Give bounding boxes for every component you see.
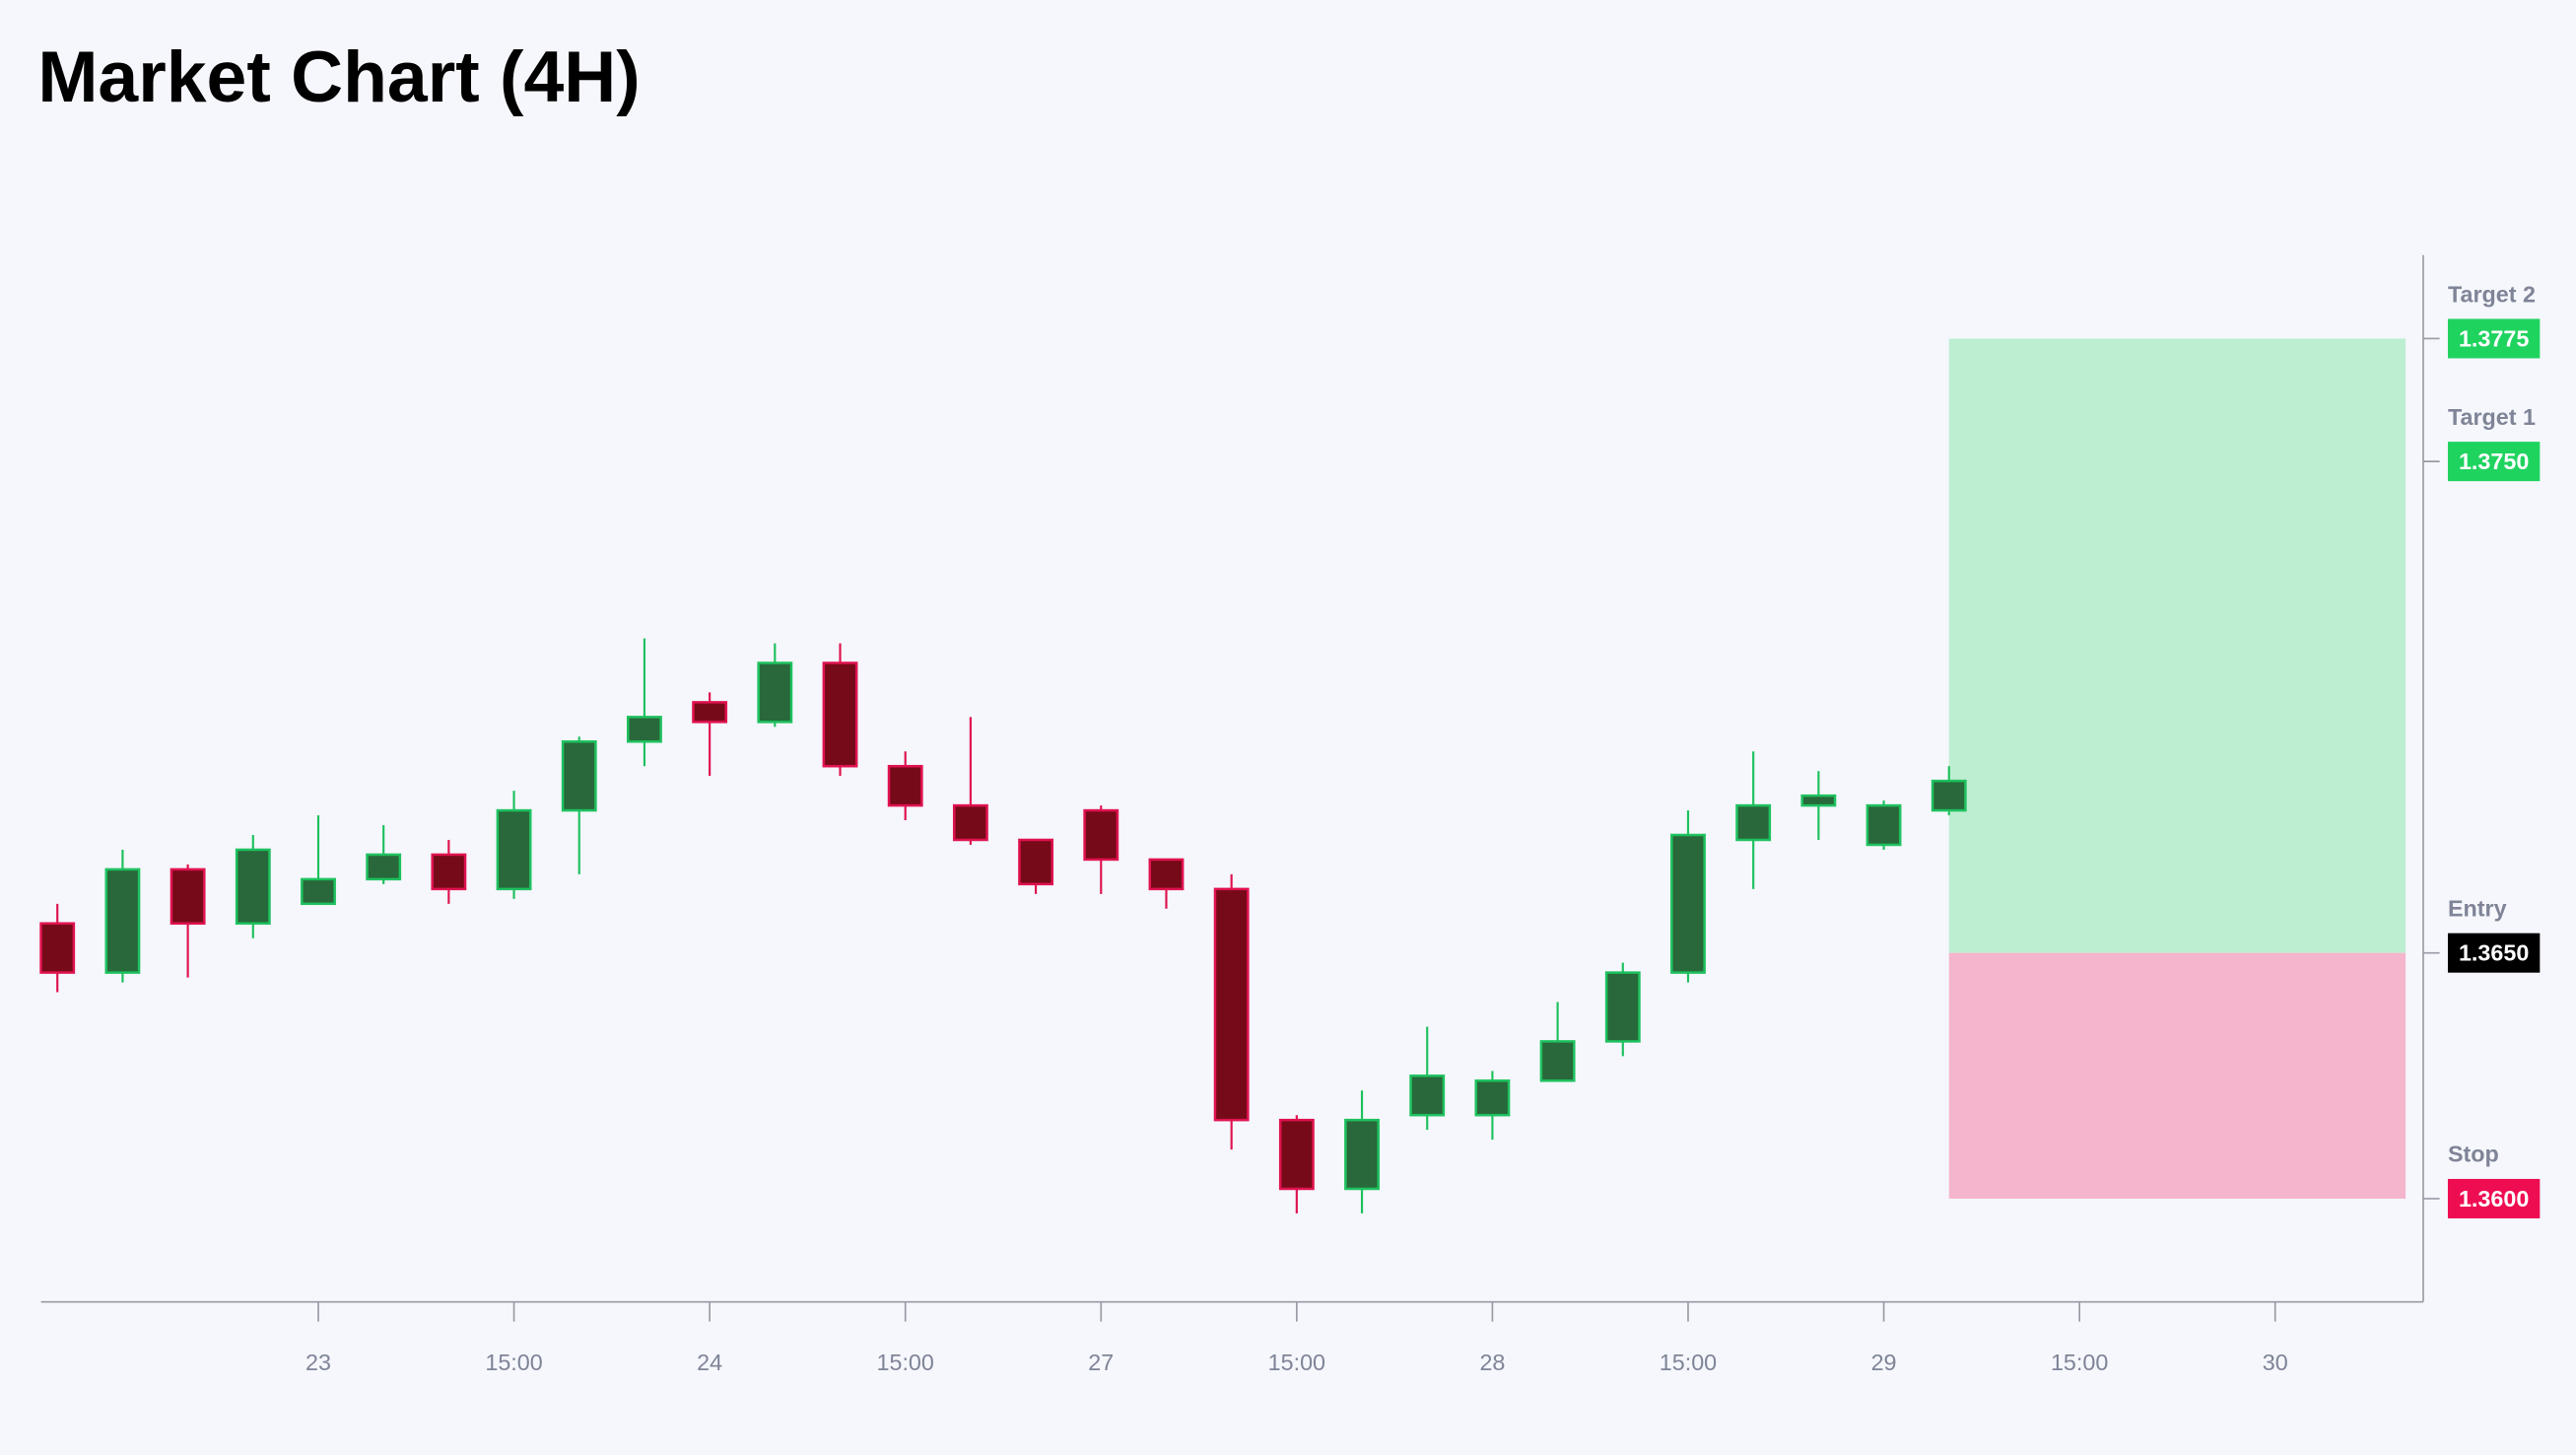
level-price: 1.3600 [2459, 1186, 2529, 1212]
candle-body [496, 808, 532, 891]
level-badge [2447, 933, 2541, 973]
chart-title: Market Chart (4H) [37, 36, 640, 117]
candle-body [1539, 1040, 1576, 1082]
level-price: 1.3750 [2459, 449, 2529, 474]
x-tick-label: 15:00 [1268, 1350, 1325, 1375]
candle-body [301, 877, 336, 906]
level-badge [2447, 318, 2541, 359]
candle-body [39, 922, 76, 974]
candle-body [1865, 803, 1902, 847]
level-badge [2447, 442, 2541, 482]
candle-body [887, 764, 923, 807]
level-badge [2447, 1178, 2541, 1218]
level-name: Entry [2448, 895, 2507, 921]
candle-body [1474, 1079, 1511, 1117]
level-name: Target 1 [2448, 404, 2536, 430]
candle-body [1344, 1118, 1380, 1191]
x-tick-label: 15:00 [485, 1350, 542, 1375]
x-tick-label: 27 [1088, 1350, 1114, 1375]
candle-body [1278, 1118, 1315, 1191]
x-tick-label: 30 [2263, 1350, 2288, 1375]
x-tick-label: 28 [1479, 1350, 1505, 1375]
level-price: 1.3650 [2459, 939, 2529, 965]
x-tick-label: 29 [1871, 1350, 1897, 1375]
candle-body [1931, 779, 1967, 812]
candle-body [1604, 971, 1641, 1043]
candle-body [169, 867, 206, 926]
x-tick-label: 23 [305, 1350, 331, 1375]
candle-body [235, 848, 271, 926]
candle-body [1800, 794, 1837, 807]
candle-body [1018, 838, 1054, 886]
x-tick-label: 15:00 [2051, 1350, 2108, 1375]
candle-body [822, 661, 858, 768]
level-name: Stop [2448, 1142, 2499, 1167]
candle-body [1148, 858, 1185, 891]
candle-body [692, 701, 728, 724]
candle-body [1083, 808, 1119, 862]
profit-zone [1948, 338, 2407, 953]
candle-body [366, 853, 402, 881]
loss-zone [1948, 952, 2407, 1199]
x-tick-label: 15:00 [877, 1350, 934, 1375]
candle-body [1670, 833, 1706, 974]
candle-body [104, 867, 141, 974]
candle-body [1409, 1074, 1446, 1117]
candle-body [561, 740, 597, 812]
candle-body [952, 803, 988, 842]
x-tick-label: 24 [697, 1350, 722, 1375]
level-price: 1.3775 [2459, 325, 2529, 351]
x-tick-label: 15:00 [1660, 1350, 1717, 1375]
level-name: Target 2 [2448, 281, 2536, 307]
candle-body [1213, 887, 1250, 1122]
candle-body [757, 661, 793, 724]
candle-body [627, 716, 662, 743]
candle-body [1735, 803, 1772, 842]
candle-body [431, 853, 467, 891]
